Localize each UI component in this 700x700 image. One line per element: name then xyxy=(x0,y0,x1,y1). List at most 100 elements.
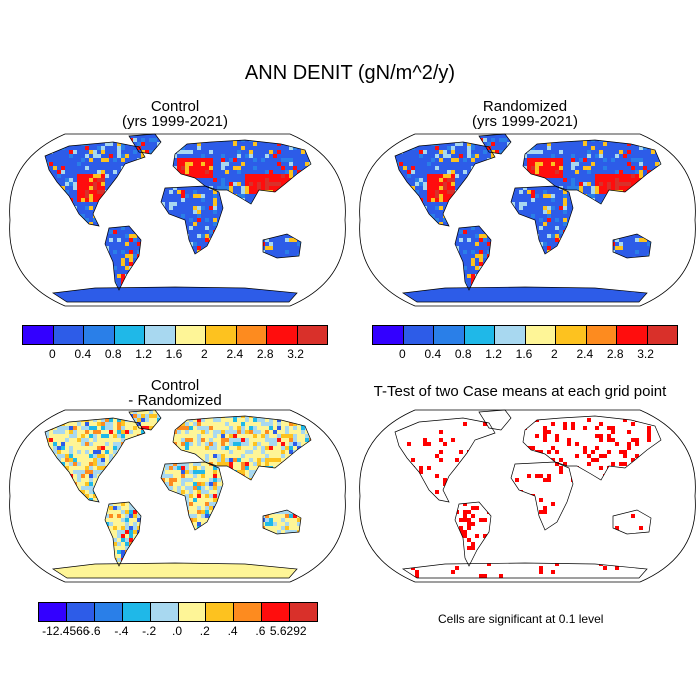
colorbar-swatch xyxy=(647,326,677,344)
coastline xyxy=(128,409,162,431)
control-panel-title: Control (yrs 1999-2021) xyxy=(40,99,310,129)
colorbar-difference-labels: -12.4566 -.6 -.4 -.2 .0 .2 .4 .6 5.6292 xyxy=(38,624,318,640)
map-control xyxy=(5,130,350,310)
colorbar-tick-label: .2 xyxy=(199,624,210,638)
difference-title-line1: Control xyxy=(150,377,200,394)
coastline xyxy=(478,133,512,155)
colorbar-swatch xyxy=(290,603,318,621)
colorbar-swatch xyxy=(39,603,67,621)
coastline xyxy=(510,461,574,531)
colorbar-tick-label: 0 xyxy=(399,347,406,361)
ttest-title-line1: T-Test of two Case means at each grid po… xyxy=(373,383,667,400)
difference-map-svg xyxy=(9,409,346,583)
ttest-map-svg xyxy=(359,409,696,583)
colorbar-tick-label: 2.8 xyxy=(256,347,274,361)
randomized-map-svg xyxy=(359,133,696,307)
colorbar-tick-label: 0.8 xyxy=(104,347,122,361)
colorbar-swatch xyxy=(434,326,465,344)
map-difference xyxy=(5,406,350,586)
coastline xyxy=(454,501,492,567)
colorbar-swatch xyxy=(122,603,151,621)
colorbar-tick-label: -.2 xyxy=(142,624,157,638)
colorbar-tick-label: 1.2 xyxy=(485,347,502,361)
coastline xyxy=(612,233,652,259)
randomized-panel-title: Randomized (yrs 1999-2021) xyxy=(390,99,660,129)
coastline xyxy=(128,133,162,155)
coastline xyxy=(522,139,662,205)
coastline xyxy=(51,286,298,303)
coastline xyxy=(160,185,224,255)
colorbar-swatch xyxy=(145,326,176,344)
colorbar-tick-label: 3.2 xyxy=(287,347,304,361)
coastline xyxy=(612,509,652,535)
map-ttest xyxy=(355,406,700,586)
control-title-line1: Control xyxy=(150,98,200,115)
map-randomized xyxy=(355,130,700,310)
colorbar-tick-label: 5.6292 xyxy=(269,624,307,638)
coastline xyxy=(172,139,312,205)
colorbar-swatch xyxy=(206,603,235,621)
coastline xyxy=(510,185,574,255)
colorbar-tick-label: 3.2 xyxy=(637,347,654,361)
randomized-title-line1: Randomized xyxy=(482,98,568,115)
coastline xyxy=(160,461,224,531)
control-title-line2: (yrs 1999-2021) xyxy=(122,113,228,130)
colorbar-control xyxy=(22,325,328,345)
colorbar-swatch xyxy=(267,326,298,344)
colorbar-swatch xyxy=(586,326,617,344)
figure-title: ANN DENIT (gN/m^2/y) xyxy=(244,62,456,84)
colorbar-swatch xyxy=(178,603,207,621)
coastline xyxy=(51,562,298,579)
coastline xyxy=(104,501,142,567)
colorbar-tick-label: 2 xyxy=(201,347,208,361)
colorbar-tick-label: -12.4566 xyxy=(42,624,90,638)
colorbar-swatch xyxy=(84,326,115,344)
randomized-title-line2: (yrs 1999-2021) xyxy=(472,113,578,130)
colorbar-swatch xyxy=(53,326,84,344)
coastline xyxy=(172,415,312,481)
colorbar-tick-label: 1.2 xyxy=(135,347,152,361)
difference-panel-title: Control - Randomized xyxy=(40,378,310,408)
colorbar-swatch xyxy=(23,326,54,344)
colorbar-tick-label: 2 xyxy=(551,347,558,361)
coastline xyxy=(394,417,496,503)
colorbar-swatch xyxy=(464,326,495,344)
colorbar-tick-label: 0 xyxy=(49,347,56,361)
significance-note: Cells are significant at 0.1 level xyxy=(438,612,604,626)
colorbar-tick-label: 2.8 xyxy=(606,347,624,361)
coastline xyxy=(401,562,648,579)
colorbar-tick-label: 2.4 xyxy=(226,347,244,361)
colorbar-swatch xyxy=(66,603,95,621)
coastline xyxy=(454,225,492,291)
map-frame xyxy=(359,409,696,583)
colorbar-swatch xyxy=(236,326,267,344)
colorbar-swatch xyxy=(175,326,206,344)
colorbar-tick-label: -.4 xyxy=(114,624,129,638)
ttest-panel-title: T-Test of two Case means at each grid po… xyxy=(350,384,690,399)
coastline xyxy=(44,141,146,227)
colorbar-swatch xyxy=(114,326,145,344)
colorbar-control-labels: 0 0.4 0.8 1.2 1.6 2 2.4 2.8 3.2 xyxy=(22,347,328,363)
colorbar-randomized xyxy=(372,325,678,345)
coastline xyxy=(522,415,662,481)
colorbar-swatch xyxy=(556,326,587,344)
colorbar-swatch xyxy=(262,603,291,621)
colorbar-tick-label: 2.4 xyxy=(576,347,594,361)
coastline xyxy=(44,417,146,503)
colorbar-swatch xyxy=(373,326,404,344)
colorbar-tick-label: 1.6 xyxy=(165,347,183,361)
colorbar-swatch xyxy=(206,326,237,344)
colorbar-swatch xyxy=(403,326,434,344)
colorbar-tick-label: 0.4 xyxy=(74,347,92,361)
colorbar-tick-label: .4 xyxy=(227,624,238,638)
colorbar-swatch xyxy=(495,326,526,344)
colorbar-tick-label: 0.8 xyxy=(454,347,472,361)
coastline xyxy=(401,286,648,303)
colorbar-tick-label: .0 xyxy=(171,624,183,638)
colorbar-swatch xyxy=(297,326,327,344)
colorbar-tick-label: -.6 xyxy=(86,624,101,638)
colorbar-tick-label: .6 xyxy=(255,624,266,638)
coastline xyxy=(394,141,496,227)
control-map-svg xyxy=(9,133,346,307)
colorbar-swatch xyxy=(234,603,263,621)
